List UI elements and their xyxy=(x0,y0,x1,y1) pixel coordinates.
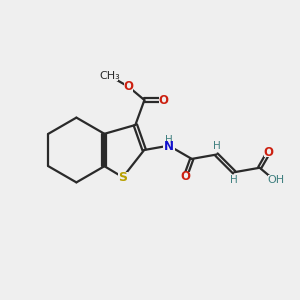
Text: H: H xyxy=(165,135,173,146)
Text: O: O xyxy=(124,80,134,93)
FancyBboxPatch shape xyxy=(124,82,133,92)
FancyBboxPatch shape xyxy=(159,95,168,105)
FancyBboxPatch shape xyxy=(213,142,220,150)
Text: O: O xyxy=(263,146,274,159)
Text: CH₃: CH₃ xyxy=(99,71,120,81)
FancyBboxPatch shape xyxy=(101,70,118,81)
Text: S: S xyxy=(118,171,127,184)
Text: H: H xyxy=(213,141,220,151)
FancyBboxPatch shape xyxy=(118,172,128,182)
FancyBboxPatch shape xyxy=(163,140,175,152)
Text: O: O xyxy=(159,94,169,106)
Text: H: H xyxy=(230,176,238,185)
FancyBboxPatch shape xyxy=(230,176,238,184)
FancyBboxPatch shape xyxy=(268,175,284,185)
FancyBboxPatch shape xyxy=(181,172,190,182)
FancyBboxPatch shape xyxy=(264,148,273,157)
Text: OH: OH xyxy=(267,175,284,185)
Text: O: O xyxy=(180,170,190,183)
Text: N: N xyxy=(164,140,174,153)
